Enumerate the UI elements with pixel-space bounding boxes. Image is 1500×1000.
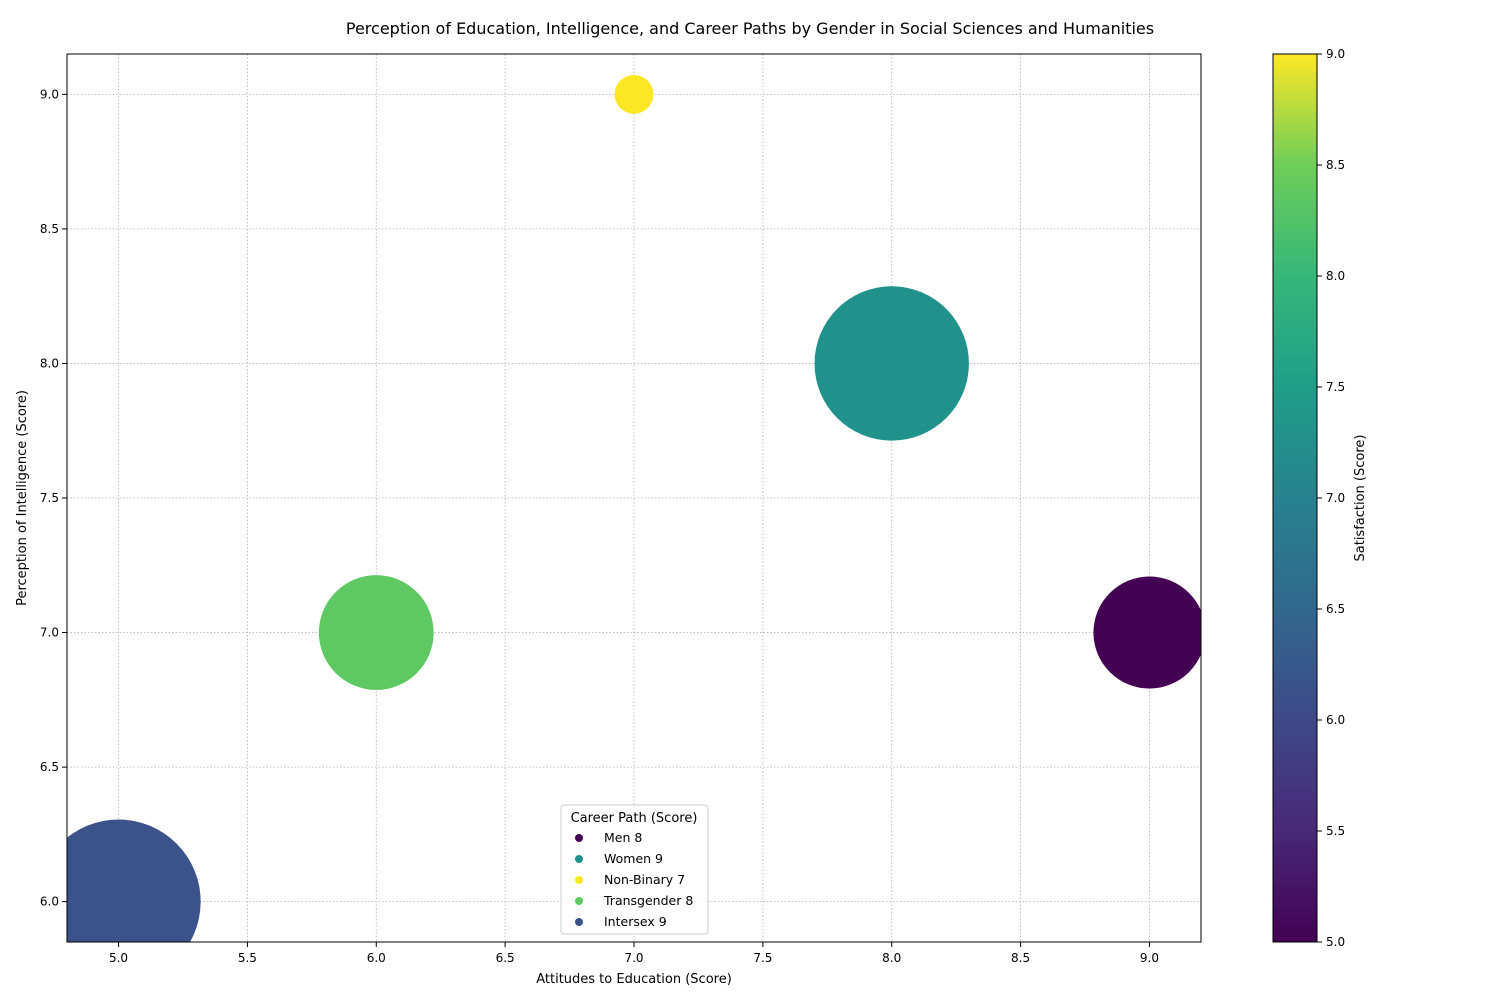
legend-marker xyxy=(575,876,583,884)
legend: Career Path (Score) Men 8 Women 9 Non-Bina… xyxy=(561,805,708,934)
legend-label: Transgender 8 xyxy=(603,893,693,908)
y-axis-label: Perception of Intelligence (Score) xyxy=(15,390,30,606)
legend-label: Intersex 9 xyxy=(604,914,667,929)
colorbar-tick-label: 5.5 xyxy=(1326,824,1345,838)
colorbar-gradient xyxy=(1273,54,1317,942)
colorbar-tick-label: 7.0 xyxy=(1326,491,1345,505)
y-tick-label: 6.0 xyxy=(40,895,59,909)
y-tick-label: 6.5 xyxy=(40,760,59,774)
legend-marker xyxy=(575,918,583,926)
legend-marker xyxy=(575,897,583,905)
y-tick-label: 9.0 xyxy=(40,87,59,101)
colorbar-tick-label: 9.0 xyxy=(1326,47,1345,61)
legend-marker xyxy=(575,834,583,842)
colorbar-tick-label: 8.5 xyxy=(1326,158,1345,172)
x-axis-label: Attitudes to Education (Score) xyxy=(536,972,732,987)
x-tick-label: 5.5 xyxy=(238,951,257,965)
x-axis-ticks: 5.0 5.5 6.0 6.5 7.0 7.5 8.0 8.5 9.0 xyxy=(109,942,1159,965)
bubble-women xyxy=(815,286,969,440)
y-tick-label: 8.0 xyxy=(40,356,59,370)
x-tick-label: 7.5 xyxy=(753,951,772,965)
colorbar-label: Satisfaction (Score) xyxy=(1353,435,1368,562)
x-tick-label: 8.0 xyxy=(882,951,901,965)
legend-label: Non-Binary 7 xyxy=(604,872,685,887)
x-tick-label: 5.0 xyxy=(109,951,128,965)
x-tick-label: 6.0 xyxy=(367,951,386,965)
colorbar-tick-label: 8.0 xyxy=(1326,269,1345,283)
legend-label: Women 9 xyxy=(604,851,663,866)
chart-title: Perception of Education, Intelligence, a… xyxy=(346,19,1154,38)
x-tick-label: 8.5 xyxy=(1011,951,1030,965)
legend-marker xyxy=(575,855,583,863)
colorbar-tick-label: 7.5 xyxy=(1326,380,1345,394)
y-axis-ticks: 6.0 6.5 7.0 7.5 8.0 8.5 9.0 xyxy=(40,87,67,908)
y-tick-label: 8.5 xyxy=(40,222,59,236)
bubble-transgender xyxy=(319,575,434,690)
x-tick-label: 6.5 xyxy=(496,951,515,965)
colorbar-tick-label: 5.0 xyxy=(1326,935,1345,949)
y-tick-label: 7.0 xyxy=(40,626,59,640)
y-tick-label: 7.5 xyxy=(40,491,59,505)
bubble-non-binary xyxy=(615,75,654,114)
x-tick-label: 7.0 xyxy=(624,951,643,965)
bubble-men xyxy=(1093,577,1205,689)
legend-title: Career Path (Score) xyxy=(571,811,698,826)
colorbar-ticks: 5.0 5.5 6.0 6.5 7.0 7.5 8.0 8.5 9.0 xyxy=(1317,47,1345,949)
colorbar-tick-label: 6.5 xyxy=(1326,602,1345,616)
legend-label: Men 8 xyxy=(604,830,642,845)
colorbar: 5.0 5.5 6.0 6.5 7.0 7.5 8.0 8.5 9.0 Satisfaction… xyxy=(1273,47,1368,949)
x-tick-label: 9.0 xyxy=(1140,951,1159,965)
colorbar-tick-label: 6.0 xyxy=(1326,713,1345,727)
